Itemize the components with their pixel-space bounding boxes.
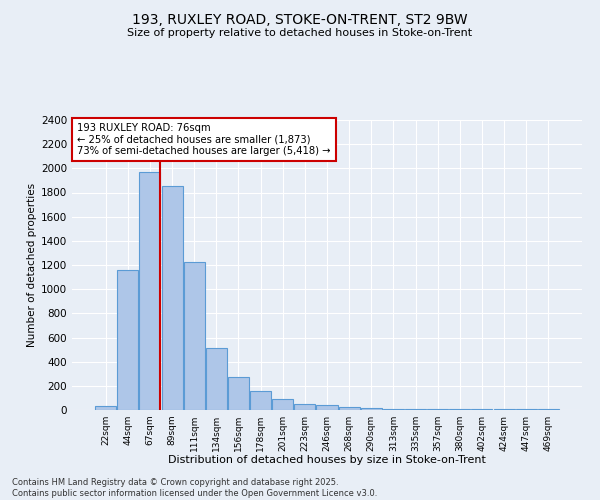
X-axis label: Distribution of detached houses by size in Stoke-on-Trent: Distribution of detached houses by size … [168, 456, 486, 466]
Y-axis label: Number of detached properties: Number of detached properties [27, 183, 37, 347]
Bar [295, 404, 316, 410]
Bar [361, 408, 382, 410]
Text: Contains HM Land Registry data © Crown copyright and database right 2025.
Contai: Contains HM Land Registry data © Crown c… [12, 478, 377, 498]
Bar [228, 378, 249, 410]
Text: Size of property relative to detached houses in Stoke-on-Trent: Size of property relative to detached ho… [127, 28, 473, 38]
Text: 193, RUXLEY ROAD, STOKE-ON-TRENT, ST2 9BW: 193, RUXLEY ROAD, STOKE-ON-TRENT, ST2 9B… [132, 12, 468, 26]
Bar [272, 399, 293, 410]
Bar [95, 406, 116, 410]
Bar [383, 409, 404, 410]
Bar [206, 348, 227, 410]
Bar [139, 172, 160, 410]
Bar [184, 262, 205, 410]
Bar [338, 407, 359, 410]
Text: 193 RUXLEY ROAD: 76sqm
← 25% of detached houses are smaller (1,873)
73% of semi-: 193 RUXLEY ROAD: 76sqm ← 25% of detached… [77, 123, 331, 156]
Bar [161, 186, 182, 410]
Bar [316, 405, 338, 410]
Bar [250, 392, 271, 410]
Bar [118, 270, 139, 410]
